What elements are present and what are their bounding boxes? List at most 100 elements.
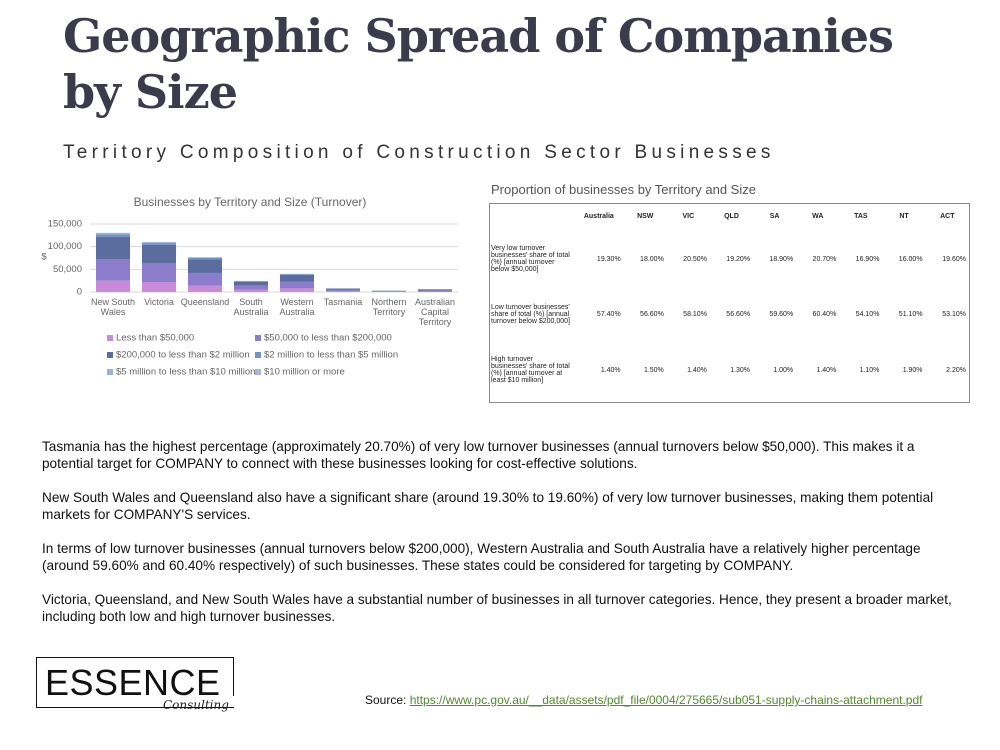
bar-segment <box>187 272 223 286</box>
bar-segment <box>95 280 131 292</box>
x-tick-label: New South Wales <box>90 297 136 317</box>
table-cell: 1.40% <box>600 366 621 374</box>
table-cell: 54.10% <box>855 311 880 319</box>
table-cell: 1.00% <box>773 366 794 374</box>
legend-swatch <box>255 335 261 341</box>
table-cell: 19.60% <box>942 255 966 263</box>
row-label: Very low turnover businesses' share of t… <box>491 245 570 274</box>
legend-label: $5 million to less than $10 million <box>116 367 255 378</box>
bar-segment <box>141 242 177 244</box>
logo-border <box>233 658 234 696</box>
table-cell: 1.50% <box>643 366 664 374</box>
y-tick-label: 0 <box>77 287 82 298</box>
table-cell: 51.10% <box>898 311 923 319</box>
table-cell: 20.70% <box>812 255 837 263</box>
x-tick-label: Northern Territory <box>371 297 407 317</box>
legend-label: $2 million to less than $5 million <box>264 350 398 361</box>
legend-swatch <box>107 369 113 375</box>
paragraph: Victoria, Queensland, and New South Wale… <box>42 592 952 624</box>
table-cell: 20.50% <box>683 255 707 263</box>
legend-label: Less than $50,000 <box>116 333 194 344</box>
table-corner <box>490 204 575 229</box>
bar-segment <box>141 243 177 245</box>
table-cell: 19.20% <box>726 255 751 263</box>
table-cell: 16.00% <box>898 255 923 263</box>
bar-segment <box>325 289 361 292</box>
x-tick-label: Queensland <box>180 297 230 307</box>
bar-segment <box>279 281 315 289</box>
y-tick-label: 100,000 <box>48 241 82 252</box>
bar-segment <box>233 281 269 286</box>
bar-segment <box>233 289 269 292</box>
source-link[interactable]: https://www.pc.gov.au/__data/assets/pdf_… <box>409 693 923 707</box>
table-cell: 59.60% <box>769 311 794 319</box>
column-header: ACT <box>940 212 955 220</box>
column-header: NSW <box>637 212 654 220</box>
x-tick-label: South Australia <box>233 297 269 317</box>
paragraph: Tasmania has the highest percentage (app… <box>42 439 915 471</box>
legend-swatch <box>107 335 113 341</box>
logo-name: ESSENCE <box>45 662 221 703</box>
bar-segment <box>325 291 361 292</box>
table-cell: 1.40% <box>816 366 837 374</box>
bar-segment <box>325 288 361 290</box>
table-header-row: Australia NSW VIC QLD SA WA TAS NT ACT <box>490 204 970 229</box>
source: Source: https://www.pc.gov.au/__data/ass… <box>365 693 922 707</box>
column-header: WA <box>812 212 824 220</box>
y-axis-label: $ <box>41 252 47 263</box>
bar-segment <box>187 259 223 273</box>
bar-segment <box>95 259 131 281</box>
row-label: Low turnover businesses' share of total … <box>491 304 570 326</box>
legend-swatch <box>255 369 261 375</box>
chart-svg: Businesses by Territory and Size (Turnov… <box>41 195 458 378</box>
bar-segment <box>279 274 315 282</box>
table-cell: 18.00% <box>640 255 664 263</box>
table-cell: 56.60% <box>640 311 664 319</box>
logo: ESSENCE Consulting <box>36 657 234 712</box>
bar-segment <box>233 285 269 290</box>
x-tick-label: Western Australia <box>279 297 315 317</box>
bar-segment <box>141 282 177 292</box>
logo-tagline: Consulting <box>163 698 229 712</box>
bar-segment <box>187 285 223 292</box>
x-tick-label: Australian Capital Territory <box>414 297 456 327</box>
table-cell: 58.10% <box>683 311 707 319</box>
table-cell: 1.10% <box>859 366 880 374</box>
legend-swatch <box>107 352 113 358</box>
table-cell: 60.40% <box>812 311 837 319</box>
legend-label: $50,000 to less than $200,000 <box>264 333 392 344</box>
bar-segment <box>417 291 453 292</box>
bar-segment <box>371 290 407 292</box>
subtitle: Territory Composition of Construction Se… <box>63 142 775 163</box>
bar-segment <box>95 234 131 237</box>
x-tick-label: Tasmania <box>323 297 363 307</box>
table-cell: 2.20% <box>946 366 966 374</box>
table-cell: 18.90% <box>769 255 794 263</box>
legend-swatch <box>255 352 261 358</box>
table-cell: 1.90% <box>902 366 923 374</box>
bar-segment <box>187 258 223 260</box>
bar-segment <box>141 262 177 283</box>
column-header: SA <box>769 212 780 220</box>
bar-segment <box>279 274 315 275</box>
title: Geographic Spread of Companies by Size <box>63 9 894 119</box>
chart-title: Businesses by Territory and Size (Turnov… <box>134 195 367 209</box>
bar-segment <box>141 244 177 263</box>
table-cell: 1.40% <box>687 366 707 374</box>
table-row: Low turnover businesses' share of total … <box>490 291 970 339</box>
paragraph: In terms of low turnover businesses (ann… <box>42 541 921 573</box>
table-cell: 16.90% <box>855 255 880 263</box>
column-header: Australia <box>583 212 614 220</box>
table-row: High turnover businesses' share of total… <box>490 339 970 403</box>
x-tick-label: Victoria <box>144 297 174 307</box>
y-tick-label: 150,000 <box>48 219 82 230</box>
column-header: VIC <box>682 212 695 220</box>
paragraph: New South Wales and Queensland also have… <box>42 490 934 522</box>
table-cell: 19.30% <box>596 255 621 263</box>
row-label: High turnover businesses' share of total… <box>491 356 570 385</box>
table-title: Proportion of businesses by Territory an… <box>491 182 756 197</box>
column-header: TAS <box>854 212 868 220</box>
body-text: Tasmania has the highest percentage (app… <box>42 438 967 642</box>
table-cell: 53.10% <box>942 311 966 319</box>
